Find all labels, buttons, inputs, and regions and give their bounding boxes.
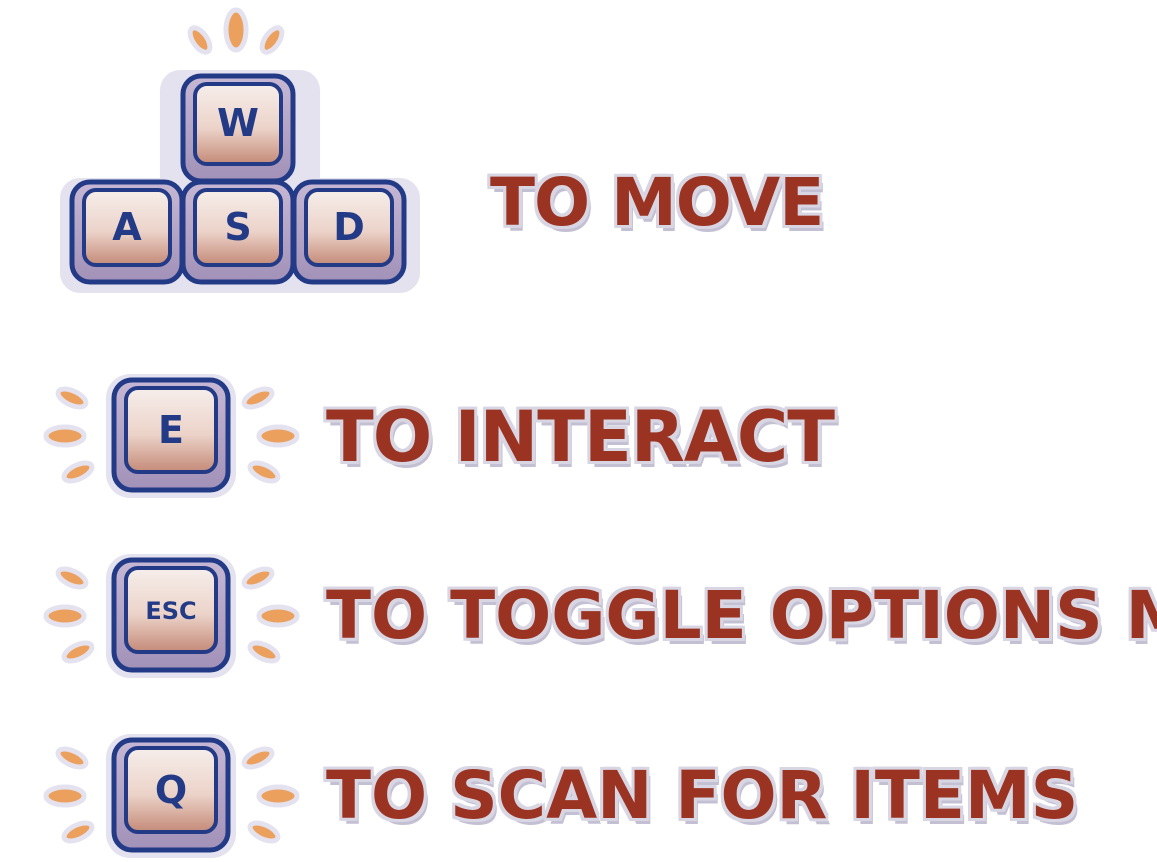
options-action-label: TO TOGGLE OPTIONS MENU	[326, 577, 1157, 654]
key-e-glyph: E	[158, 408, 184, 452]
esc-key-icon: ESC	[43, 554, 300, 678]
key-w: W	[180, 73, 296, 184]
key-w-glyph: W	[217, 101, 259, 145]
key-esc-glyph: ESC	[145, 597, 196, 625]
key-d: D	[291, 179, 407, 285]
burst-lines-icon	[43, 566, 300, 664]
key-q-glyph: Q	[155, 768, 187, 812]
interact-action-label: TO INTERACT	[326, 396, 835, 478]
scan-action-label: TO SCAN FOR ITEMS	[326, 757, 1079, 834]
burst-lines-icon	[43, 386, 300, 484]
key-s: S	[180, 179, 296, 285]
burst-lines-icon	[43, 746, 300, 844]
move-action-label: TO MOVE	[490, 164, 824, 241]
q-key-icon: Q	[43, 734, 300, 858]
e-key-icon: E	[43, 374, 300, 498]
key-s-glyph: S	[224, 205, 251, 249]
burst-lines-icon	[187, 7, 285, 55]
key-d-glyph: D	[333, 205, 365, 249]
wasd-keys-icon: W A S D	[60, 7, 420, 293]
key-a-glyph: A	[112, 205, 142, 249]
key-a: A	[69, 179, 185, 285]
